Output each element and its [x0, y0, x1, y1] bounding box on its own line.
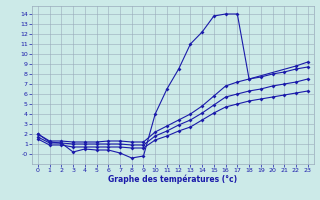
- X-axis label: Graphe des températures (°c): Graphe des températures (°c): [108, 175, 237, 184]
